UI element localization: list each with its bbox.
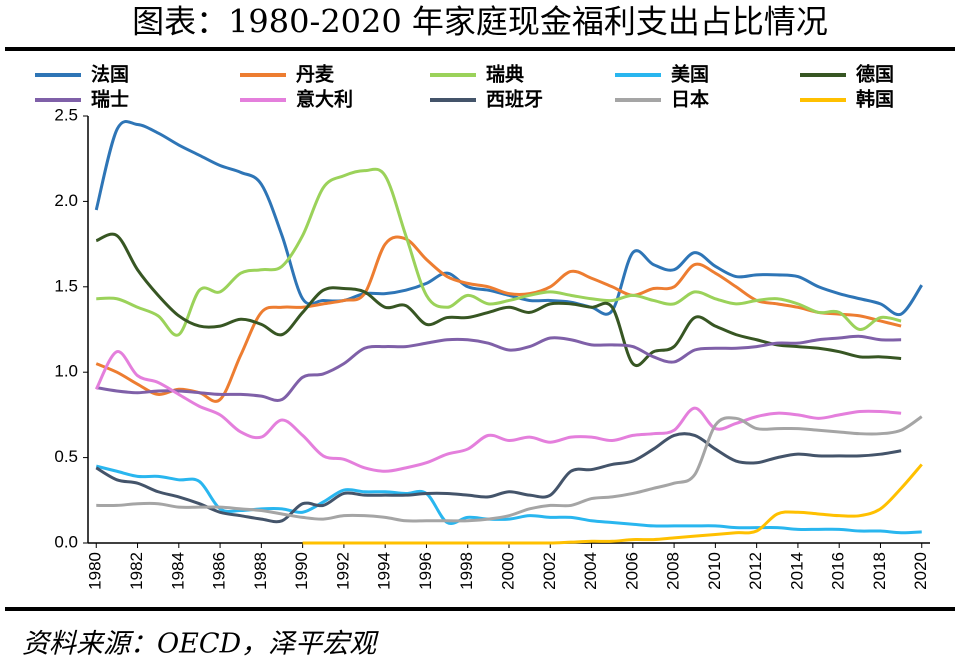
legend-label: 意大利 bbox=[296, 88, 353, 111]
x-tick-label: 1980 bbox=[86, 552, 105, 590]
legend-label: 美国 bbox=[671, 63, 709, 86]
chart-title: 图表：1980-2020 年家庭现金福利支出占比情况 bbox=[132, 3, 828, 41]
y-tick-label: 1.5 bbox=[54, 276, 78, 295]
legend-label: 韩国 bbox=[856, 88, 894, 111]
x-tick-label: 2006 bbox=[622, 552, 641, 590]
x-tick-label: 1996 bbox=[416, 552, 435, 590]
series-line bbox=[96, 167, 902, 337]
y-tick-label: 1.0 bbox=[54, 362, 78, 381]
source-note: 资料来源：OECD，泽平宏观 bbox=[22, 629, 379, 660]
title-rule bbox=[5, 47, 955, 51]
x-tick-label: 2010 bbox=[705, 552, 724, 590]
x-tick-label: 2018 bbox=[870, 552, 889, 590]
legend-label: 瑞典 bbox=[486, 63, 524, 86]
y-tick-label: 0.0 bbox=[54, 532, 78, 551]
legend-label: 丹麦 bbox=[296, 63, 335, 86]
legend-label: 法国 bbox=[91, 63, 129, 86]
legend-label: 西班牙 bbox=[486, 88, 543, 111]
x-tick-label: 1992 bbox=[333, 552, 352, 590]
legend-label: 瑞士 bbox=[91, 88, 129, 111]
x-tick-label: 2020 bbox=[911, 552, 930, 590]
x-tick-label: 1988 bbox=[251, 552, 270, 590]
legend-label: 日本 bbox=[671, 88, 709, 111]
x-tick-label: 2008 bbox=[664, 552, 683, 590]
y-tick-label: 0.5 bbox=[54, 447, 78, 466]
x-tick-label: 1994 bbox=[375, 552, 394, 590]
x-tick-label: 2002 bbox=[540, 552, 559, 590]
legend-label: 德国 bbox=[856, 63, 894, 86]
x-tick-label: 2012 bbox=[746, 552, 765, 590]
y-tick-label: 2.5 bbox=[54, 105, 78, 124]
series-line bbox=[95, 235, 902, 403]
x-tick-label: 2004 bbox=[581, 552, 600, 590]
series-line bbox=[95, 232, 902, 367]
series-line bbox=[95, 432, 902, 524]
x-tick-label: 2014 bbox=[787, 552, 806, 590]
x-tick-label: 1998 bbox=[457, 552, 476, 590]
series-line bbox=[94, 120, 924, 317]
x-tick-label: 2000 bbox=[498, 552, 517, 590]
series-line bbox=[96, 334, 902, 402]
y-tick-label: 2.0 bbox=[54, 191, 78, 210]
series-line bbox=[96, 415, 923, 523]
x-tick-label: 2016 bbox=[829, 552, 848, 590]
series-line bbox=[94, 350, 902, 473]
x-tick-label: 1990 bbox=[292, 552, 311, 590]
bottom-rule bbox=[5, 607, 955, 611]
series-line bbox=[302, 463, 923, 545]
series-line bbox=[95, 464, 922, 535]
x-tick-label: 1982 bbox=[127, 552, 146, 590]
x-tick-label: 1986 bbox=[210, 552, 229, 590]
x-tick-label: 1984 bbox=[168, 552, 187, 590]
